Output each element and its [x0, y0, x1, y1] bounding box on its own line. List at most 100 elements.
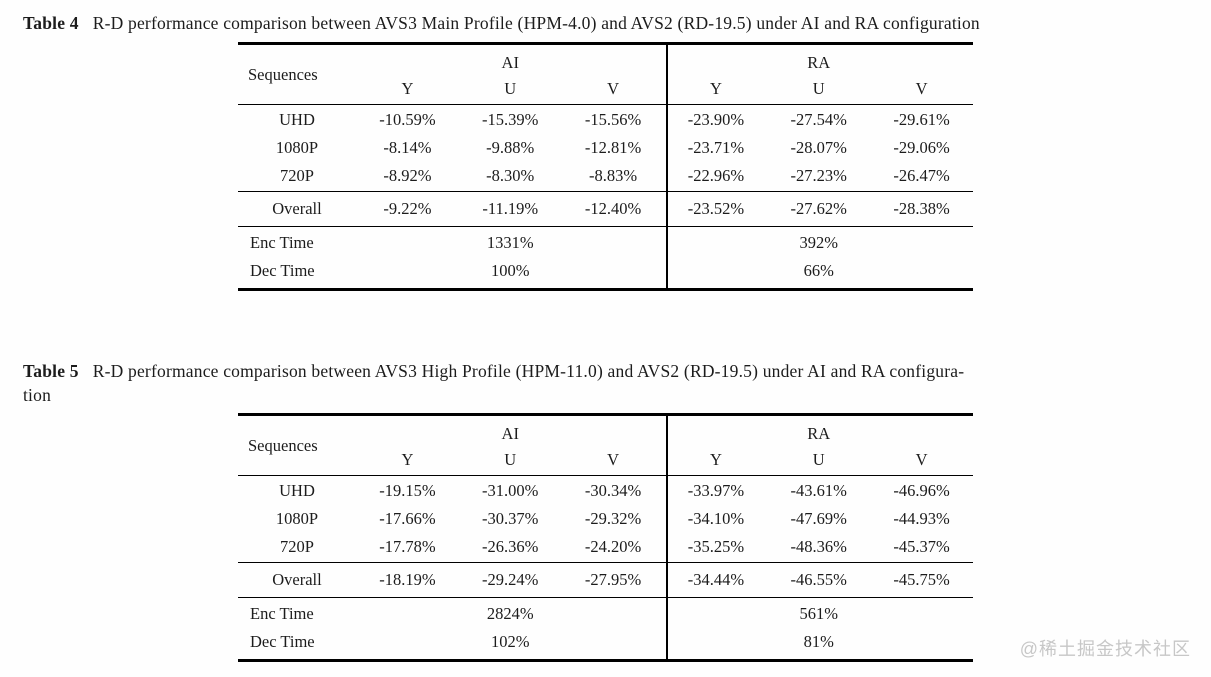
col-header-ai-u: U [504, 78, 517, 98]
table-cell: -24.20% [584, 537, 642, 556]
table4-body: UHD -10.59% -15.39% -15.56% -23.90% -27.… [238, 105, 973, 192]
enc-time-ai: 2824% [486, 604, 534, 623]
enc-time-ra: 561% [799, 604, 839, 623]
enc-time-row: Enc Time 1331% 392% [238, 229, 973, 257]
dec-time-ra: 81% [803, 632, 834, 651]
table-cell: -34.44% [687, 570, 745, 589]
table4: Sequences AI RA Y U V Y U V UHD -10.59% … [238, 42, 973, 291]
table-row-overall: Overall -18.19% -29.24% -27.95% -34.44% … [238, 566, 973, 594]
table-cell: -11.19% [482, 199, 539, 218]
table-cell: -26.47% [893, 166, 950, 185]
ai-group-header: AI [501, 424, 519, 443]
table-cell: -44.93% [893, 509, 950, 528]
table-cell: -9.88% [486, 138, 535, 157]
table-row: 720P -17.78% -26.36% -24.20% -35.25% -48… [238, 533, 973, 561]
row-label: Dec Time [250, 261, 315, 280]
table5: Sequences AI RA Y U V Y U V UHD -19.15% … [238, 413, 973, 662]
table-cell: -29.06% [893, 138, 950, 157]
table-cell: -23.90% [687, 110, 745, 129]
dec-time-ai: 100% [491, 261, 530, 280]
ai-group-header: AI [501, 53, 519, 72]
table-cell: -30.34% [584, 481, 642, 500]
table-cell: -27.95% [584, 570, 642, 589]
table4-caption-text: R-D performance comparison between AVS3 … [92, 13, 980, 33]
table-cell: -28.38% [893, 199, 950, 218]
table-cell: -29.24% [482, 570, 539, 589]
ra-group-header: RA [807, 53, 831, 72]
table5-header: Sequences AI RA Y U V Y U V [238, 416, 973, 476]
ra-group-header: RA [807, 424, 831, 443]
table-cell: -8.30% [486, 166, 535, 185]
table4-caption: Table 4 R-D performance comparison betwee… [23, 11, 1193, 35]
sequences-header: Sequences [248, 435, 318, 455]
sequences-header: Sequences [248, 64, 318, 84]
table4-overall-section: Overall -9.22% -11.19% -12.40% -23.52% -… [238, 192, 973, 227]
table-cell: -17.78% [379, 537, 436, 556]
table5-ai-ra-divider [666, 416, 668, 659]
row-label: UHD [279, 481, 315, 500]
row-label: UHD [279, 110, 315, 129]
table5-caption: Table 5 R-D performance comparison betwee… [23, 359, 1193, 407]
enc-time-ai: 1331% [486, 233, 534, 252]
table4-label: Table 4 [23, 13, 79, 33]
table5-body: UHD -19.15% -31.00% -30.34% -33.97% -43.… [238, 476, 973, 563]
col-header-ra-y: Y [709, 78, 722, 98]
table-row: UHD -10.59% -15.39% -15.56% -23.90% -27.… [238, 106, 973, 134]
table-cell: -8.92% [383, 166, 432, 185]
table-cell: -23.71% [687, 138, 745, 157]
table-cell: -18.19% [379, 570, 436, 589]
table-cell: -34.10% [687, 509, 745, 528]
table4-time-section: Enc Time 1331% 392% Dec Time 100% 66% [238, 227, 973, 288]
table-cell: -15.56% [584, 110, 642, 129]
dec-time-row: Dec Time 102% 81% [238, 628, 973, 656]
col-header-ai-y: Y [401, 449, 414, 469]
table-cell: -47.69% [790, 509, 847, 528]
table5-caption-line1: R-D performance comparison between AVS3 … [92, 361, 965, 381]
table-row: UHD -19.15% -31.00% -30.34% -33.97% -43.… [238, 477, 973, 505]
col-header-ra-y: Y [709, 449, 722, 469]
table-cell: -8.14% [383, 138, 432, 157]
dec-time-row: Dec Time 100% 66% [238, 257, 973, 285]
col-header-ai-y: Y [401, 78, 414, 98]
table-cell: -33.97% [687, 481, 745, 500]
table-row: 1080P -17.66% -30.37% -29.32% -34.10% -4… [238, 505, 973, 533]
table-cell: -12.81% [584, 138, 642, 157]
table-cell: -45.75% [893, 570, 950, 589]
table-cell: -12.40% [584, 199, 642, 218]
row-label: Enc Time [250, 604, 314, 623]
table-cell: -27.62% [790, 199, 847, 218]
juejin-watermark: @稀土掘金技术社区 [1019, 639, 1191, 659]
table5-overall-section: Overall -18.19% -29.24% -27.95% -34.44% … [238, 563, 973, 598]
dec-time-ai: 102% [491, 632, 530, 651]
row-label: 1080P [275, 138, 319, 157]
enc-time-ra: 392% [799, 233, 839, 252]
row-label: Enc Time [250, 233, 314, 252]
table-cell: -45.37% [893, 537, 950, 556]
row-label: Overall [272, 199, 322, 218]
table-cell: -27.54% [790, 110, 847, 129]
row-label: Dec Time [250, 632, 315, 651]
table4-ai-ra-divider [666, 45, 668, 288]
col-header-ra-v: V [915, 449, 928, 469]
table-cell: -15.39% [482, 110, 539, 129]
table5-time-section: Enc Time 2824% 561% Dec Time 102% 81% [238, 598, 973, 659]
table-cell: -35.25% [687, 537, 745, 556]
row-label: 720P [280, 166, 314, 185]
row-label: 1080P [275, 509, 319, 528]
table-cell: -43.61% [790, 481, 847, 500]
table-cell: -46.96% [893, 481, 950, 500]
col-header-ai-v: V [607, 449, 620, 469]
dec-time-ra: 66% [803, 261, 834, 280]
table-cell: -9.22% [383, 199, 432, 218]
table-row-overall: Overall -9.22% -11.19% -12.40% -23.52% -… [238, 195, 973, 223]
col-header-ai-v: V [607, 78, 620, 98]
table-row: 1080P -8.14% -9.88% -12.81% -23.71% -28.… [238, 134, 973, 162]
row-label: 720P [280, 537, 314, 556]
table-cell: -30.37% [482, 509, 539, 528]
col-header-ra-u: U [812, 78, 825, 98]
table5-caption-line2: tion [23, 385, 52, 405]
table-cell: -29.61% [893, 110, 950, 129]
col-header-ra-u: U [812, 449, 825, 469]
table-cell: -17.66% [379, 509, 436, 528]
row-label: Overall [272, 570, 322, 589]
